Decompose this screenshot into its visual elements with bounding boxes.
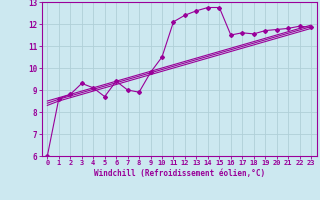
- X-axis label: Windchill (Refroidissement éolien,°C): Windchill (Refroidissement éolien,°C): [94, 169, 265, 178]
